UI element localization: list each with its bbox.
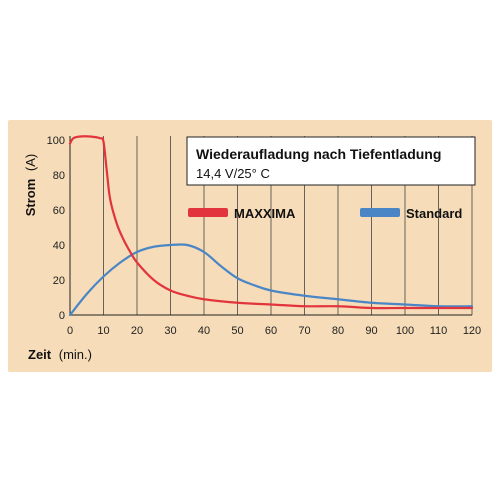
series-line-standard <box>68 243 474 317</box>
y-axis-label: Strom <box>23 179 38 217</box>
legend: MAXXIMA Standard <box>188 206 462 221</box>
y-tick-label: 20 <box>53 275 65 287</box>
chart-title: Wiederaufladung nach Tiefentladung <box>196 146 441 162</box>
x-tick-label: 0 <box>67 325 73 337</box>
svg-text:Strom (A): Strom (A) <box>23 154 38 217</box>
legend-label-standard: Standard <box>406 206 462 221</box>
y-axis-unit: (A) <box>23 154 38 171</box>
series-layer <box>68 135 474 317</box>
x-tick-label: 10 <box>97 325 109 337</box>
y-axis-title: Strom (A) <box>23 154 38 217</box>
x-axis-unit: (min.) <box>59 347 92 362</box>
x-tick-label: 120 <box>463 325 481 337</box>
x-tick-label: 50 <box>231 325 243 337</box>
x-axis-label: Zeit <box>28 347 52 362</box>
y-tick-label: 80 <box>53 170 65 182</box>
y-tick-label: 60 <box>53 205 65 217</box>
x-tick-label: 90 <box>365 325 377 337</box>
legend-label-maxxima: MAXXIMA <box>234 206 296 221</box>
series-line-maxxima <box>68 135 474 310</box>
x-tick-label: 80 <box>332 325 344 337</box>
y-tick-label: 100 <box>47 135 65 147</box>
x-tick-label: 60 <box>265 325 277 337</box>
x-tick-label: 110 <box>430 325 448 337</box>
x-tick-label: 100 <box>396 325 414 337</box>
x-axis-title: Zeit (min.) <box>28 347 92 362</box>
ticks-layer: 0 10 20 30 40 50 60 70 80 90 100 110 120 0 20 40 60 80 100 <box>47 135 482 337</box>
chart-subtitle: 14,4 V/25° C <box>196 166 270 181</box>
title-box <box>186 136 476 186</box>
x-tick-label: 40 <box>198 325 210 337</box>
legend-swatch-maxxima <box>188 208 228 217</box>
y-tick-label: 40 <box>53 240 65 252</box>
y-tick-label: 0 <box>59 310 65 322</box>
x-tick-label: 20 <box>131 325 143 337</box>
x-tick-label: 30 <box>164 325 176 337</box>
legend-swatch-standard <box>360 208 400 217</box>
x-tick-label: 70 <box>298 325 310 337</box>
